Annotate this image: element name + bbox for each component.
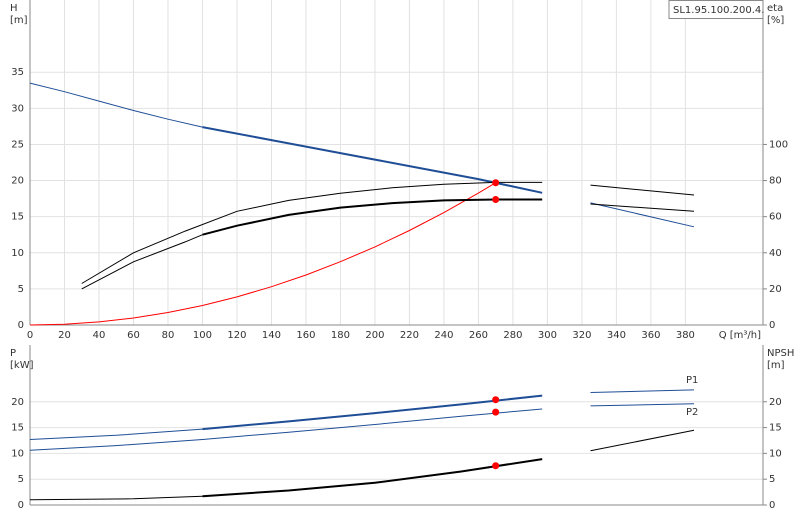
y-axis-label: H [10,3,18,14]
curve [590,389,695,393]
y-tick-label: 15 [11,212,24,223]
duty-point [492,396,500,404]
x-tick-label: 200 [365,330,384,341]
curve [202,458,543,498]
curve [202,126,543,194]
curve-label: P2 [686,407,698,418]
x-tick-label: 240 [434,330,453,341]
x-tick-label: 180 [331,330,350,341]
curve [202,394,543,431]
y2-tick-label: 100 [769,139,788,150]
y2-axis-label: [m] [767,360,785,371]
x-tick-label: 360 [641,330,660,341]
x-tick-label: 300 [538,330,557,341]
y-tick-label: 10 [11,248,24,259]
curve [590,429,695,452]
x-tick-label: 0 [27,330,33,341]
duty-point [492,179,500,187]
curve [29,428,203,440]
x-axis-label: Q [m³/h] [719,330,761,341]
curve [590,203,695,212]
y2-axis-label: [%] [767,15,784,26]
y2-axis-label: NPSH [767,348,794,359]
y-tick-label: 15 [11,423,24,434]
y2-tick-label: 40 [769,248,782,259]
y-tick-label: 0 [18,500,24,511]
y2-tick-label: 5 [769,474,775,485]
curve [590,403,695,407]
x-tick-label: 60 [127,330,140,341]
y2-axis-label: eta [767,3,783,14]
curve [590,202,695,228]
curve [29,408,543,451]
x-tick-label: 120 [227,330,246,341]
x-tick-label: 380 [676,330,695,341]
x-tick-label: 80 [162,330,175,341]
y-axis-label: [m] [10,15,28,26]
y2-tick-label: 0 [769,500,775,511]
y2-tick-label: 80 [769,176,782,187]
x-tick-label: 100 [193,330,212,341]
curve [81,234,203,290]
y-tick-label: 25 [11,139,24,150]
y-axis-label: [kW] [10,360,34,371]
curve [81,181,543,284]
duty-point [492,408,500,416]
y-tick-label: 0 [18,320,24,331]
duty-point [492,196,500,204]
y-axis-label: P [10,348,16,359]
y2-tick-label: 20 [769,284,782,295]
x-tick-label: 140 [262,330,281,341]
curve [202,198,543,236]
curve-label: P1 [686,375,698,386]
y2-tick-label: 10 [769,448,782,459]
curve [29,495,203,501]
title-box [668,0,764,19]
x-tick-label: 260 [469,330,488,341]
chart-title: SL1.95.100.200.4. [673,5,764,16]
x-tick-label: 40 [93,330,106,341]
y-tick-label: 5 [18,284,24,295]
y2-tick-label: 20 [769,397,782,408]
x-tick-label: 220 [400,330,419,341]
y-tick-label: 30 [11,103,24,114]
x-tick-label: 320 [572,330,591,341]
y-tick-label: 20 [11,176,24,187]
curve [29,82,203,128]
x-tick-label: 340 [607,330,626,341]
y-tick-label: 35 [11,67,24,78]
x-tick-label: 280 [503,330,522,341]
y-tick-label: 5 [18,474,24,485]
y2-tick-label: 60 [769,212,782,223]
y2-tick-label: 15 [769,423,782,434]
duty-point [492,462,500,470]
y-tick-label: 20 [11,397,24,408]
x-tick-label: 20 [58,330,71,341]
y-tick-label: 10 [11,448,24,459]
curve [29,182,496,326]
curve [590,184,695,196]
x-tick-label: 160 [296,330,315,341]
y2-tick-label: 0 [769,320,775,331]
